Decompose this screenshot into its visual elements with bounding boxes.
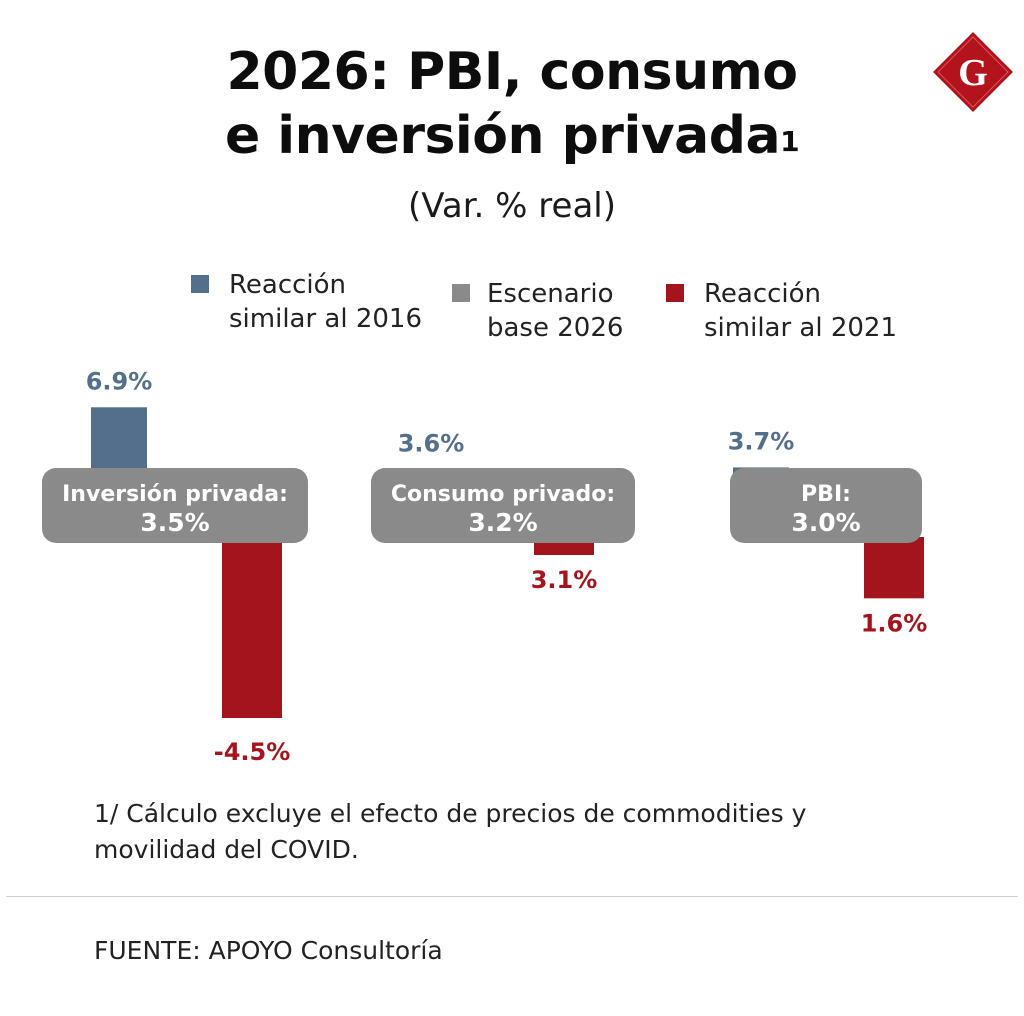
base-box-value-2: 3.2% [468,508,537,537]
legend-label-2: Escenario base 2026 [487,279,624,343]
logo-diamond [933,32,1013,112]
label-low-3: 1.6% [861,609,928,637]
legend-swatch-2 [452,284,470,302]
base-box-value-1: 3.5% [140,508,209,537]
logo-letter: G [958,52,988,94]
divider [6,896,1018,897]
legend-swatch-1 [191,275,209,293]
title-footnote-mark: 1 [780,125,800,158]
label-low-2: 3.1% [531,566,598,594]
base-box-1 [42,468,308,543]
label-low-1: -4.5% [214,738,291,766]
source-note: FUENTE: APOYO Consultoría [94,936,443,965]
label-high-2: 3.6% [398,429,465,457]
legend-swatch-3 [666,284,684,302]
legend-label-3: Reacción similar al 2021 [704,279,898,343]
base-box-3 [730,468,922,543]
chart-title: 2026: PBI, consumo e inversión privada1 [0,40,1024,168]
legend-label-1: Reacción similar al 2016 [229,270,423,334]
title-line-2-text: e inversión privada [224,106,781,166]
footnote: 1/ Cálculo excluye el efecto de precios … [94,799,807,864]
label-high-3: 3.7% [728,427,795,455]
label-high-1: 6.9% [86,367,153,395]
base-box-title-3: PBI: [801,482,851,507]
chart-subtitle: (Var. % real) [407,186,616,226]
bar-low-3 [864,537,924,599]
title-line-2: e inversión privada1 [0,104,1024,168]
g-logo-icon: G [933,32,1013,112]
logo-diamond-inner [937,36,1009,108]
title-line-1: 2026: PBI, consumo [226,42,798,102]
bar-low-1 [222,537,282,718]
base-box-title-2: Consumo privado: [391,482,615,507]
base-box-title-1: Inversión privada: [62,482,288,507]
base-box-value-3: 3.0% [791,508,860,537]
bar-chart: 6.9% -4.5% Inversión privada:3.5% 3.6% 3.1% C… [42,367,928,766]
base-box-2 [371,468,635,543]
